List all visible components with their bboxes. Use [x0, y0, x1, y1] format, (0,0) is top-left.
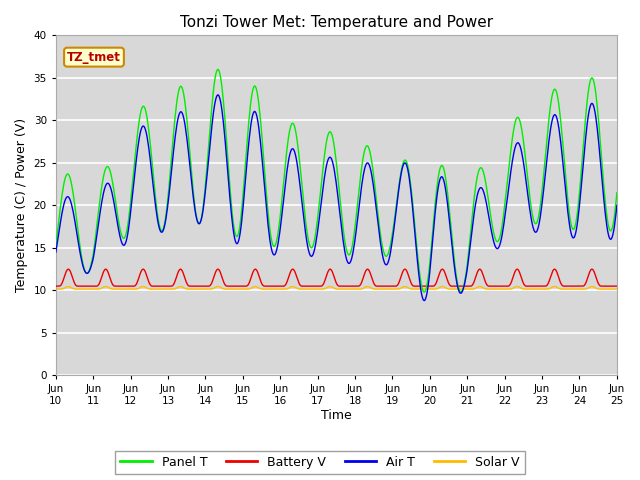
Text: TZ_tmet: TZ_tmet	[67, 50, 121, 64]
X-axis label: Time: Time	[321, 409, 352, 422]
Y-axis label: Temperature (C) / Power (V): Temperature (C) / Power (V)	[15, 118, 28, 292]
Title: Tonzi Tower Met: Temperature and Power: Tonzi Tower Met: Temperature and Power	[180, 15, 493, 30]
Legend: Panel T, Battery V, Air T, Solar V: Panel T, Battery V, Air T, Solar V	[115, 451, 525, 474]
